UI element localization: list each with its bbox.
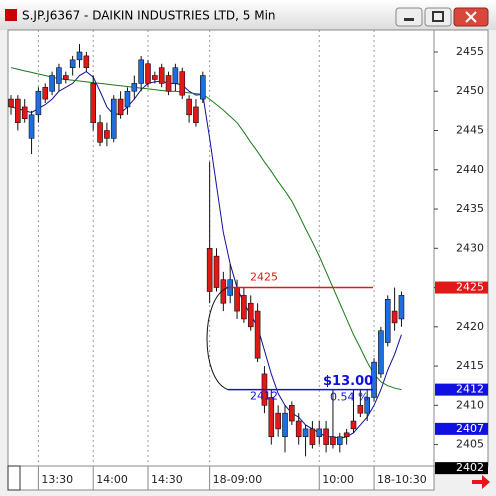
candle-body <box>131 83 138 92</box>
candle-body <box>124 90 131 108</box>
candle-body <box>316 428 323 438</box>
candle-body <box>138 59 144 84</box>
x-tick-label: 13:30 <box>41 473 73 486</box>
level-label: 2425 <box>250 271 278 284</box>
candle-body <box>254 310 261 359</box>
candle-body <box>343 432 350 438</box>
x-tick-label: 18-10:30 <box>377 473 427 486</box>
candle-body <box>200 75 206 100</box>
measure-percent: 0.54 % <box>330 391 368 404</box>
candle-body <box>152 75 158 80</box>
level-label: 2412 <box>250 390 278 403</box>
y-tick-label: 2445 <box>456 124 484 137</box>
candle-body <box>323 428 329 445</box>
close-icon <box>465 11 477 23</box>
candle-body <box>289 405 295 422</box>
minimize-button[interactable] <box>395 7 423 27</box>
candle-body <box>42 87 49 100</box>
price-tag-label: 2402 <box>456 461 484 474</box>
candle-body <box>15 98 21 123</box>
chart-title: S.JP.J6367 - DAIKIN INDUSTRIES LTD, 5 Mi… <box>22 9 276 23</box>
candle-body <box>165 75 172 92</box>
moving-average-line <box>10 71 402 439</box>
y-tick-label: 2435 <box>456 202 484 215</box>
price-tag <box>435 383 488 396</box>
candle-body <box>378 330 384 375</box>
candle-body <box>330 436 336 445</box>
y-tick-label: 2415 <box>456 359 484 372</box>
candle-body <box>275 412 281 430</box>
candle-body <box>336 436 343 445</box>
candle-body <box>8 98 14 108</box>
candle-body <box>117 98 124 116</box>
candle-body <box>186 98 192 116</box>
candle-body <box>28 114 35 139</box>
candle-body <box>206 247 213 292</box>
x-tick-label: 14:00 <box>96 473 128 486</box>
candle-body <box>69 59 76 68</box>
candle-body <box>357 405 364 414</box>
candle-body <box>384 299 391 343</box>
time-axis <box>7 465 435 491</box>
candle-body <box>398 295 405 320</box>
candle-body <box>76 51 83 61</box>
y-tick-label: 2420 <box>456 320 484 333</box>
y-tick-label: 2430 <box>456 241 484 254</box>
plot-area <box>7 29 435 467</box>
y-tick-label: 2450 <box>456 84 484 97</box>
candle-body <box>90 83 96 123</box>
candle-body <box>309 428 316 445</box>
x-tick-label: 10:00 <box>322 473 354 486</box>
candle-body <box>193 106 199 123</box>
candle-body <box>350 420 357 430</box>
measure-amount: $13.00 <box>323 374 373 389</box>
candle-body <box>391 310 398 324</box>
candle-body <box>49 75 55 92</box>
y-tick-label: 2455 <box>456 45 484 58</box>
candle-body <box>145 63 151 84</box>
candle-body <box>158 67 165 84</box>
candle-body <box>179 71 186 96</box>
maximize-icon <box>432 11 444 22</box>
candle-body <box>110 98 117 139</box>
price-tag-label: 2425 <box>456 281 484 294</box>
candle-body <box>371 361 377 398</box>
minimize-icon <box>404 18 414 21</box>
candle-body <box>282 412 288 438</box>
price-tag <box>435 422 488 435</box>
x-tick-label: 14:30 <box>151 473 183 486</box>
x-tick-label: 18-09:00 <box>213 473 263 486</box>
candle-body <box>97 122 103 143</box>
candle-body <box>21 106 28 120</box>
candle-body <box>302 428 309 438</box>
measure-bracket <box>206 287 229 391</box>
y-tick-label: 2410 <box>456 398 484 411</box>
candle-body <box>83 55 90 68</box>
y-tick-label: 2405 <box>456 438 484 451</box>
scroll-right-arrow[interactable] <box>472 475 490 489</box>
candle-body <box>35 90 42 116</box>
price-tag-label: 2412 <box>456 383 484 396</box>
candle-body <box>295 420 302 438</box>
candle-body <box>364 397 371 414</box>
candle-body <box>241 295 247 320</box>
app-icon <box>5 9 17 21</box>
candle-body <box>104 130 110 139</box>
candle-body <box>213 255 220 288</box>
candle-body <box>234 287 240 312</box>
y-tick-label: 2440 <box>456 163 484 176</box>
price-tag <box>435 281 488 294</box>
candle-body <box>247 302 254 328</box>
price-tag <box>435 462 488 475</box>
maximize-button[interactable] <box>424 7 452 27</box>
candle-body <box>172 67 179 84</box>
scroll-handle[interactable] <box>7 465 21 491</box>
candle-body <box>268 397 275 438</box>
candle-body <box>62 75 69 80</box>
moving-average-line <box>10 67 402 391</box>
candle-body <box>56 67 62 84</box>
price-tag-label: 2407 <box>456 422 484 435</box>
